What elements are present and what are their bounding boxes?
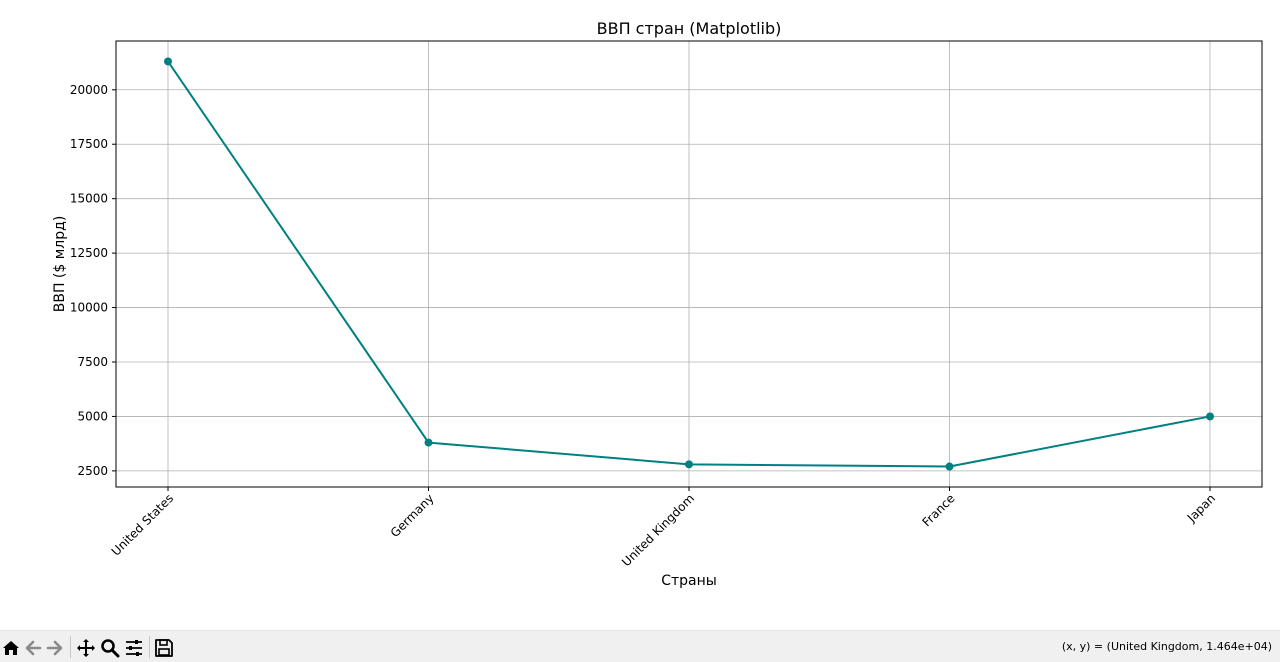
zoom-button[interactable] [99,637,121,659]
back-icon [25,640,42,656]
home-button[interactable] [0,637,22,659]
data-point [424,438,433,447]
y-tick-label: 20000 [70,83,108,97]
x-tick-label: France [920,491,958,529]
toolbar-separator [70,636,71,658]
x-tick-label: Japan [1184,491,1218,525]
save-button[interactable] [153,637,175,659]
save-icon [155,639,173,657]
figure-canvas[interactable]: 2500 5000 7500 10000 12500 15000 17500 20000 Un… [0,0,1280,630]
cursor-coordinates: (x, y) = (United Kingdom, 1.464e+04) [1061,640,1272,653]
y-axis-ticks: 2500 5000 7500 10000 12500 15000 17500 20000 [70,83,116,478]
grid [116,41,1262,487]
y-tick-label: 5000 [77,409,108,423]
pan-icon [77,639,95,657]
zoom-icon [101,639,120,658]
navigation-toolbar: (x, y) = (United Kingdom, 1.464e+04) [0,630,1280,662]
toolbar-separator [149,636,150,658]
y-axis-label: ВВП ($ млрд) [52,216,68,313]
data-point [164,57,172,66]
configure-subplots-icon [126,640,142,656]
x-tick-label: United States [109,491,176,558]
data-point [1206,412,1214,421]
y-tick-label: 7500 [77,355,108,369]
data-point [945,462,954,471]
y-tick-label: 17500 [70,137,108,151]
x-axis-label: Страны [661,573,717,589]
y-tick-label: 12500 [70,246,108,260]
data-point [685,460,693,469]
line-chart: 2500 5000 7500 10000 12500 15000 17500 20000 Un… [52,19,1263,589]
x-tick-label: United Kingdom [619,491,697,569]
back-button[interactable] [22,637,44,659]
y-tick-label: 2500 [77,464,108,478]
chart-title: ВВП стран (Matplotlib) [597,19,782,38]
pan-button[interactable] [75,637,97,659]
home-icon [3,641,19,655]
y-tick-label: 15000 [70,192,108,206]
y-tick-label: 10000 [70,301,108,315]
forward-button[interactable] [44,637,66,659]
series [164,57,1214,471]
forward-icon [46,640,63,656]
x-axis-ticks: United States Germany United Kingdom France… [109,487,1218,569]
configure-subplots-button[interactable] [123,637,145,659]
x-tick-label: Germany [388,491,437,540]
